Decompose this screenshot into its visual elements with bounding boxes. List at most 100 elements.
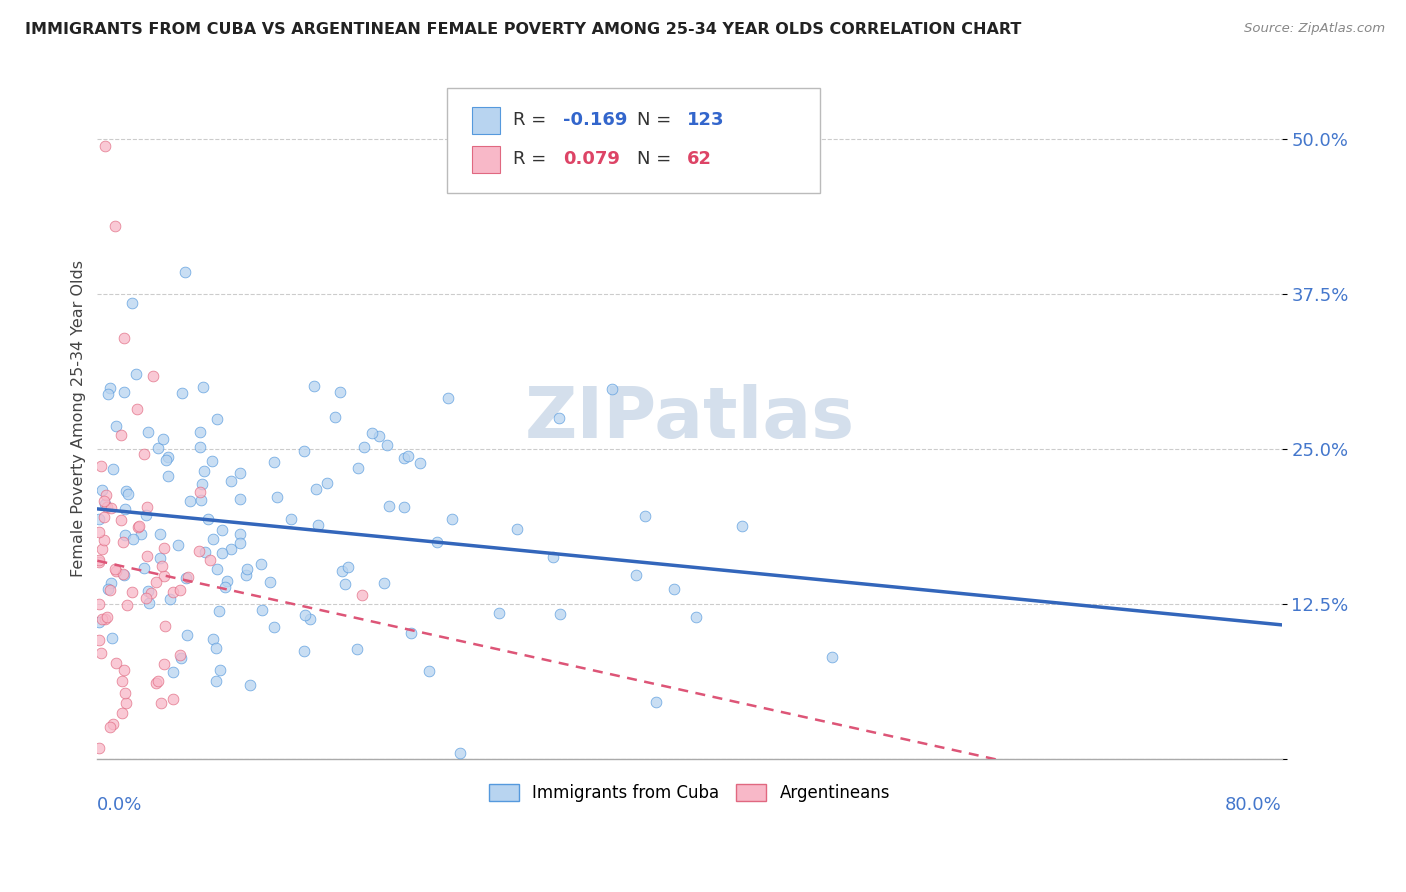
Point [263, 619, 285, 633]
Point [98, 720, 121, 734]
Point [87, 512, 110, 526]
Point [299, 611, 322, 625]
Point [449, 746, 471, 760]
Point [122, 532, 145, 546]
Point [162, 692, 184, 706]
Point [93, 533, 115, 547]
Point [418, 664, 440, 678]
Text: N =: N = [637, 150, 678, 169]
Point [392, 450, 415, 465]
Point [110, 428, 132, 442]
Point [292, 444, 315, 458]
Point [217, 574, 239, 588]
Point [188, 440, 211, 454]
Point [644, 695, 666, 709]
Point [219, 474, 242, 488]
Point [100, 381, 122, 395]
Point [145, 575, 167, 590]
Point [136, 549, 159, 563]
Point [330, 564, 353, 578]
Point [111, 535, 134, 549]
Point [266, 490, 288, 504]
Point [239, 678, 262, 692]
Text: N =: N = [637, 112, 678, 129]
Point [179, 493, 201, 508]
Point [377, 499, 399, 513]
Point [368, 429, 391, 443]
Point [176, 571, 198, 585]
Point [152, 432, 174, 446]
Point [361, 426, 384, 441]
Point [209, 664, 232, 678]
Point [96, 488, 118, 502]
Point [148, 674, 170, 689]
Point [190, 493, 212, 508]
Point [191, 380, 214, 394]
Text: Source: ZipAtlas.com: Source: ZipAtlas.com [1244, 22, 1385, 36]
Point [187, 544, 209, 558]
Point [229, 491, 252, 506]
Point [392, 500, 415, 515]
Point [167, 538, 190, 552]
Point [280, 511, 302, 525]
Text: 80.0%: 80.0% [1225, 797, 1282, 814]
Point [172, 385, 194, 400]
Point [263, 455, 285, 469]
Point [135, 591, 157, 605]
Point [375, 437, 398, 451]
Point [104, 419, 127, 434]
Point [396, 449, 419, 463]
Point [259, 575, 281, 590]
Point [731, 519, 754, 533]
Point [93, 494, 115, 508]
Point [104, 562, 127, 576]
Point [155, 452, 177, 467]
Point [294, 607, 316, 622]
Point [177, 569, 200, 583]
Point [193, 464, 215, 478]
FancyBboxPatch shape [447, 87, 820, 194]
Point [87, 524, 110, 539]
Point [821, 650, 844, 665]
Point [685, 609, 707, 624]
Point [114, 483, 136, 498]
Text: -0.169: -0.169 [562, 112, 627, 129]
Text: 123: 123 [688, 112, 724, 129]
Point [169, 648, 191, 662]
Point [104, 657, 127, 671]
Point [176, 628, 198, 642]
Point [153, 569, 176, 583]
Point [128, 519, 150, 533]
Point [302, 379, 325, 393]
Point [100, 576, 122, 591]
Point [205, 412, 228, 426]
Text: ZIPatlas: ZIPatlas [524, 384, 855, 452]
Point [347, 461, 370, 475]
Point [201, 454, 224, 468]
Point [87, 633, 110, 648]
Point [150, 559, 173, 574]
Point [142, 368, 165, 383]
Point [548, 607, 571, 622]
Point [323, 410, 346, 425]
Point [131, 527, 153, 541]
Point [202, 533, 225, 547]
Point [250, 603, 273, 617]
Point [112, 330, 135, 344]
Point [139, 586, 162, 600]
Point [153, 619, 176, 633]
Point [115, 598, 138, 612]
Point [208, 605, 231, 619]
Point [205, 562, 228, 576]
Point [436, 391, 458, 405]
Point [112, 566, 135, 581]
Point [93, 509, 115, 524]
Text: 0.0%: 0.0% [97, 797, 143, 814]
Point [205, 640, 228, 655]
Point [114, 686, 136, 700]
Point [353, 441, 375, 455]
Text: 62: 62 [688, 150, 713, 169]
Point [91, 483, 114, 497]
Point [409, 456, 432, 470]
Point [94, 612, 117, 626]
